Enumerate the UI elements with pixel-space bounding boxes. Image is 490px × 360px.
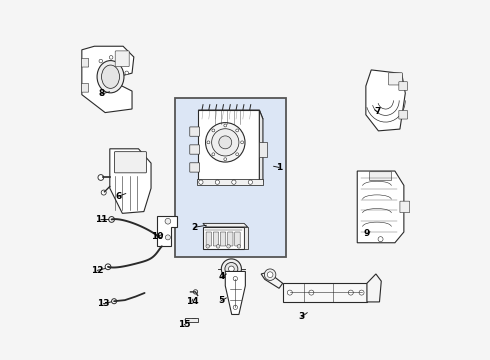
Polygon shape <box>244 227 247 249</box>
Text: 5: 5 <box>218 296 224 305</box>
Text: 12: 12 <box>91 266 103 275</box>
Circle shape <box>199 180 203 184</box>
Text: 11: 11 <box>95 215 107 224</box>
FancyBboxPatch shape <box>399 111 408 119</box>
FancyBboxPatch shape <box>400 201 410 213</box>
FancyBboxPatch shape <box>115 51 129 67</box>
Circle shape <box>98 175 104 180</box>
Text: 3: 3 <box>298 312 305 321</box>
Text: 2: 2 <box>191 223 197 232</box>
Circle shape <box>212 153 215 156</box>
Circle shape <box>165 219 171 224</box>
Text: 13: 13 <box>97 299 110 308</box>
Circle shape <box>109 217 115 222</box>
Ellipse shape <box>192 319 196 321</box>
Polygon shape <box>82 46 134 113</box>
Circle shape <box>112 299 117 304</box>
Polygon shape <box>198 110 259 180</box>
Text: 14: 14 <box>186 297 198 306</box>
Bar <box>283 283 367 302</box>
Bar <box>175 98 286 257</box>
Text: 8: 8 <box>98 89 105 98</box>
Circle shape <box>224 158 227 161</box>
Circle shape <box>206 244 210 248</box>
Text: 15: 15 <box>178 320 190 329</box>
Ellipse shape <box>97 60 124 93</box>
Circle shape <box>267 272 273 278</box>
Circle shape <box>207 141 210 144</box>
Text: 9: 9 <box>364 229 370 238</box>
Text: 4: 4 <box>219 272 225 281</box>
Bar <box>259 142 267 157</box>
Circle shape <box>216 244 220 248</box>
FancyBboxPatch shape <box>228 232 233 246</box>
Circle shape <box>248 180 252 184</box>
Circle shape <box>233 305 238 310</box>
Circle shape <box>221 259 242 279</box>
Text: 7: 7 <box>374 107 381 116</box>
Circle shape <box>212 129 215 132</box>
Circle shape <box>233 276 238 281</box>
FancyBboxPatch shape <box>190 145 199 154</box>
Bar <box>185 318 197 321</box>
Circle shape <box>236 129 239 132</box>
Circle shape <box>219 136 232 149</box>
Circle shape <box>227 244 230 248</box>
Circle shape <box>205 123 245 162</box>
Circle shape <box>99 59 102 63</box>
Circle shape <box>232 180 236 184</box>
Ellipse shape <box>101 65 120 88</box>
Circle shape <box>120 60 123 64</box>
FancyBboxPatch shape <box>81 58 89 67</box>
FancyBboxPatch shape <box>190 127 199 136</box>
Polygon shape <box>110 149 151 213</box>
FancyBboxPatch shape <box>220 232 226 246</box>
FancyBboxPatch shape <box>235 232 240 246</box>
Circle shape <box>224 124 227 127</box>
Circle shape <box>101 190 106 195</box>
Circle shape <box>105 264 111 270</box>
Circle shape <box>378 237 383 242</box>
FancyBboxPatch shape <box>213 232 219 246</box>
Polygon shape <box>259 110 263 182</box>
Circle shape <box>215 180 220 184</box>
Circle shape <box>109 55 113 59</box>
Polygon shape <box>157 216 177 246</box>
Circle shape <box>237 244 241 248</box>
FancyBboxPatch shape <box>115 152 147 173</box>
Circle shape <box>241 141 244 144</box>
Bar <box>196 179 263 185</box>
FancyBboxPatch shape <box>190 163 199 172</box>
Polygon shape <box>203 224 247 227</box>
Polygon shape <box>261 272 283 288</box>
FancyBboxPatch shape <box>389 73 402 85</box>
Circle shape <box>287 290 293 295</box>
Circle shape <box>348 290 353 295</box>
FancyBboxPatch shape <box>399 82 408 90</box>
Circle shape <box>212 129 239 156</box>
Text: 1: 1 <box>276 163 282 172</box>
Circle shape <box>359 290 364 295</box>
Polygon shape <box>198 110 263 119</box>
Text: 6: 6 <box>116 192 122 201</box>
Bar <box>203 227 244 249</box>
Polygon shape <box>357 171 404 243</box>
Circle shape <box>265 269 276 280</box>
Circle shape <box>236 153 239 156</box>
Circle shape <box>225 262 238 275</box>
Ellipse shape <box>185 319 190 321</box>
FancyBboxPatch shape <box>81 84 89 92</box>
Circle shape <box>125 71 128 75</box>
Circle shape <box>309 290 314 295</box>
Circle shape <box>194 290 197 294</box>
Polygon shape <box>225 271 245 315</box>
FancyBboxPatch shape <box>206 232 212 246</box>
Circle shape <box>166 235 171 240</box>
Polygon shape <box>366 70 405 131</box>
FancyBboxPatch shape <box>369 172 392 180</box>
Circle shape <box>228 266 234 272</box>
Text: 10: 10 <box>151 232 163 241</box>
Polygon shape <box>367 274 381 302</box>
